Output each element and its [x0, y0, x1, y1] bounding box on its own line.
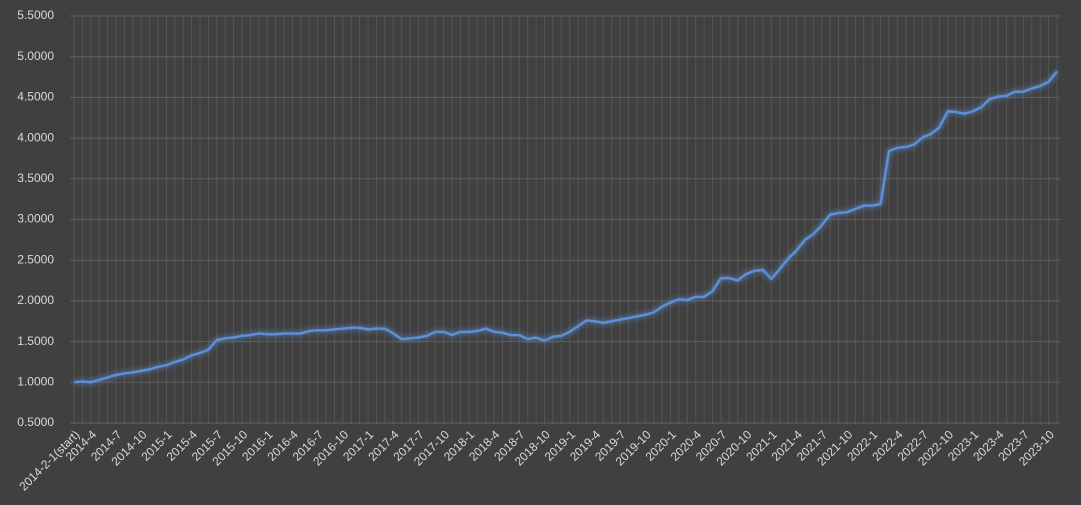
y-tick-label: 4.5000	[17, 90, 54, 104]
y-tick-label: 0.5000	[17, 415, 54, 429]
y-tick-label: 3.0000	[17, 212, 54, 226]
y-tick-label: 1.5000	[17, 334, 54, 348]
y-tick-label: 5.0000	[17, 49, 54, 63]
y-tick-label: 2.5000	[17, 252, 54, 266]
data-line	[73, 70, 1058, 384]
y-tick-label: 1.0000	[17, 374, 54, 388]
y-tick-label: 2.0000	[17, 293, 54, 307]
y-tick-label: 4.0000	[17, 130, 54, 144]
y-tick-label: 3.5000	[17, 171, 54, 185]
y-tick-label: 5.5000	[17, 8, 54, 22]
